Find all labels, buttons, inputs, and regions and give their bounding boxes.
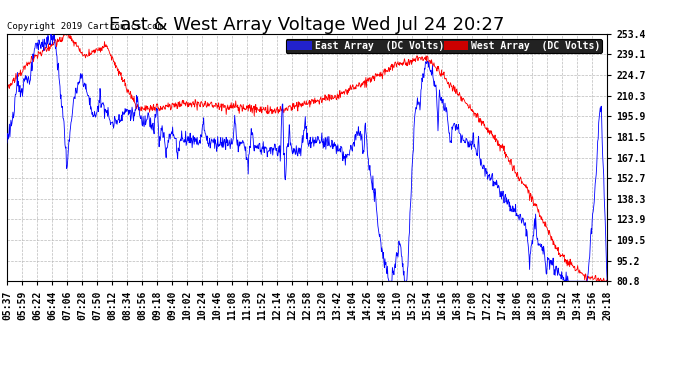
Legend: East Array  (DC Volts), West Array  (DC Volts): East Array (DC Volts), West Array (DC Vo… bbox=[286, 39, 602, 53]
Text: Copyright 2019 Cartronics.com: Copyright 2019 Cartronics.com bbox=[7, 22, 163, 31]
Title: East & West Array Voltage Wed Jul 24 20:27: East & West Array Voltage Wed Jul 24 20:… bbox=[109, 16, 505, 34]
